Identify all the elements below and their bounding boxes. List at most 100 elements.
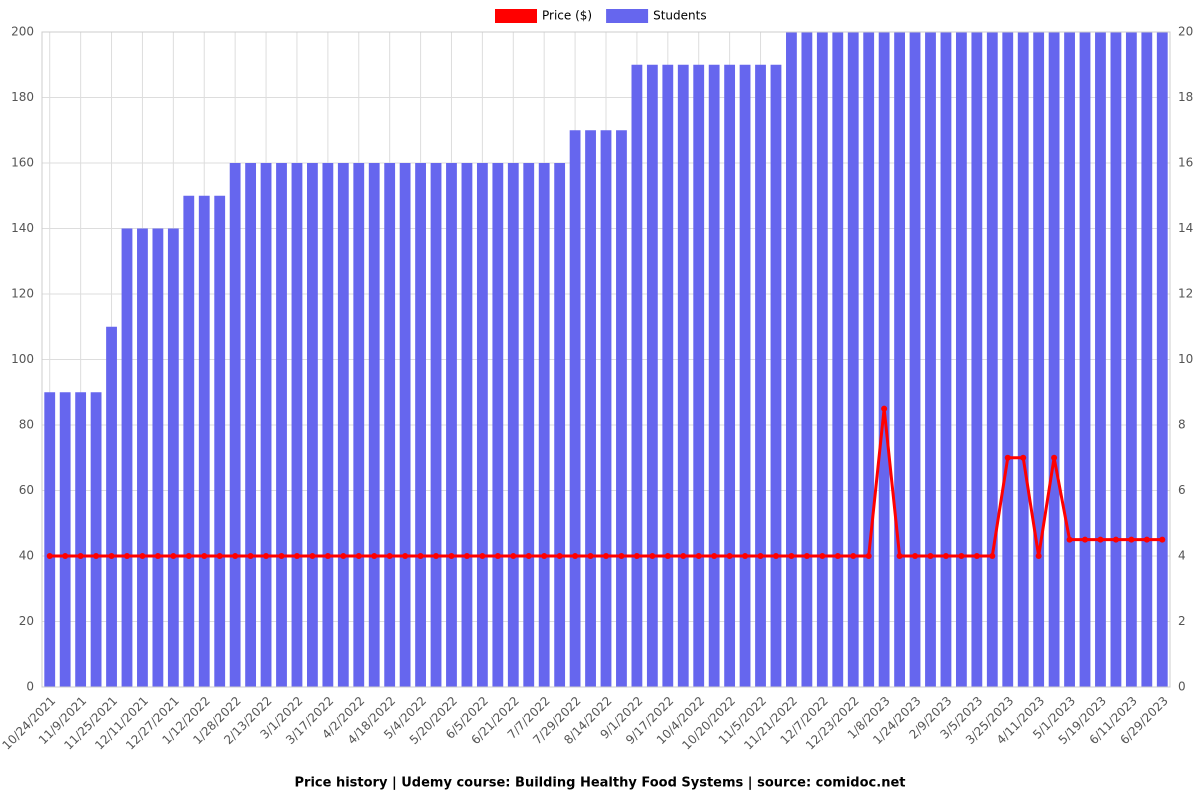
- price-point: [649, 553, 656, 559]
- bar: [677, 64, 689, 687]
- price-point: [958, 553, 965, 559]
- bar: [307, 163, 318, 687]
- bar: [198, 195, 210, 687]
- bar: [59, 392, 71, 687]
- price-point: [680, 553, 687, 559]
- bar: [291, 163, 303, 687]
- price-point: [139, 553, 146, 559]
- y-tick-label: 180: [11, 90, 34, 104]
- price-point: [618, 553, 625, 559]
- bar: [909, 32, 921, 687]
- price-point: [1159, 536, 1166, 543]
- price-point: [711, 553, 718, 559]
- bar: [1141, 32, 1153, 687]
- price-point: [433, 553, 440, 559]
- price-point: [123, 553, 130, 559]
- price-point: [278, 553, 285, 559]
- bar: [476, 163, 488, 687]
- price-point: [494, 553, 501, 559]
- price-point: [185, 553, 192, 559]
- bar: [75, 392, 87, 687]
- price-point: [154, 553, 161, 559]
- price-point: [989, 553, 996, 559]
- price-point: [355, 553, 362, 559]
- bar: [152, 228, 164, 687]
- price-point: [788, 553, 795, 559]
- bar: [646, 64, 658, 687]
- bar: [1079, 32, 1091, 687]
- price-point: [757, 553, 764, 559]
- y-tick-label: 140: [11, 221, 34, 235]
- y2-tick-label: 8: [1178, 418, 1186, 432]
- bar: [1095, 32, 1106, 687]
- price-point: [695, 553, 702, 559]
- price-point: [881, 405, 888, 412]
- price-point: [1128, 536, 1135, 543]
- legend-swatch: [606, 9, 649, 23]
- bar: [538, 163, 550, 687]
- bar: [183, 195, 195, 687]
- bar: [847, 32, 859, 687]
- bar: [585, 130, 596, 687]
- bar: [1002, 32, 1014, 687]
- bar: [260, 163, 272, 687]
- bar: [832, 32, 844, 687]
- y-tick-label: 120: [11, 287, 34, 301]
- bar: [245, 163, 257, 687]
- price-point: [587, 553, 594, 559]
- y2-tick-label: 4: [1178, 549, 1186, 563]
- price-point: [1035, 553, 1042, 559]
- y-tick-label: 0: [26, 680, 34, 694]
- price-point: [633, 553, 640, 559]
- bar: [878, 32, 890, 687]
- bar: [569, 130, 581, 687]
- bar: [616, 130, 627, 687]
- bar: [724, 64, 736, 687]
- y2-tick-label: 14: [1178, 221, 1193, 235]
- price-point: [803, 553, 810, 559]
- bar: [631, 64, 643, 687]
- price-point: [201, 553, 208, 559]
- bar: [662, 64, 674, 687]
- y2-tick-label: 6: [1178, 483, 1186, 497]
- price-point: [850, 553, 857, 559]
- bar: [600, 130, 612, 687]
- price-point: [927, 553, 934, 559]
- y-tick-label: 200: [11, 25, 34, 39]
- bar: [276, 163, 287, 687]
- price-point: [541, 553, 548, 559]
- legend-label: Price ($): [542, 9, 592, 23]
- y-tick-label: 40: [19, 549, 34, 563]
- price-point: [942, 553, 949, 559]
- price-point: [1066, 536, 1073, 543]
- price-point: [371, 553, 378, 559]
- bar: [971, 32, 983, 687]
- bar: [137, 228, 148, 687]
- price-point: [1143, 536, 1150, 543]
- bar: [755, 64, 766, 687]
- price-point: [912, 553, 919, 559]
- price-point: [510, 553, 517, 559]
- price-point: [263, 553, 270, 559]
- bar: [337, 163, 349, 687]
- price-point: [1004, 454, 1011, 461]
- bar: [708, 64, 720, 687]
- bar: [353, 163, 365, 687]
- bar: [121, 228, 133, 687]
- price-point: [742, 553, 749, 559]
- bar: [384, 163, 396, 687]
- y-tick-label: 20: [19, 614, 34, 628]
- bar: [1125, 32, 1137, 687]
- bar: [90, 392, 102, 687]
- price-point: [77, 553, 84, 559]
- price-point: [46, 553, 53, 559]
- price-point: [309, 553, 316, 559]
- bar: [863, 32, 875, 687]
- price-point: [1020, 454, 1027, 461]
- price-point: [170, 553, 177, 559]
- bar: [106, 326, 117, 687]
- y2-tick-label: 18: [1178, 90, 1193, 104]
- bar: [801, 32, 813, 687]
- price-point: [417, 553, 424, 559]
